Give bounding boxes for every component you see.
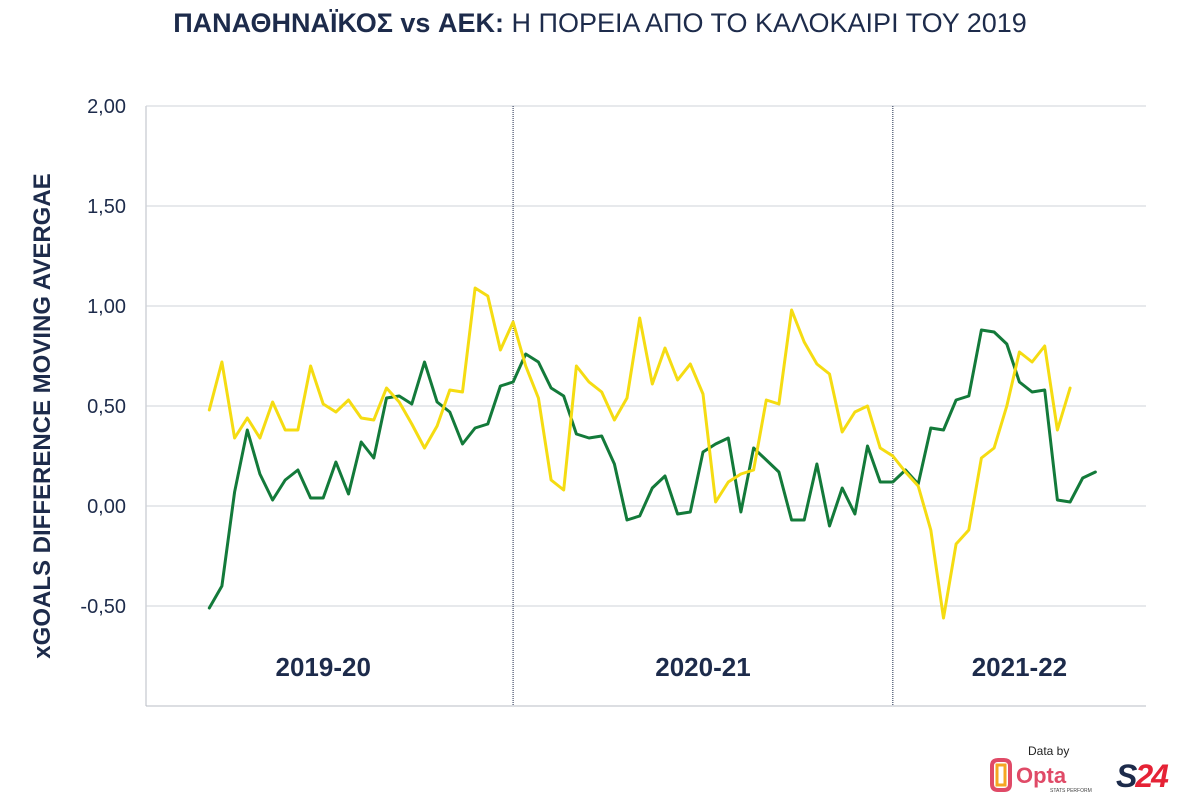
opta-wordmark: Opta xyxy=(1016,763,1067,788)
s24-logo: S24 xyxy=(1116,758,1169,795)
y-tick-label: -0,50 xyxy=(80,596,126,618)
season-label: 2019-20 xyxy=(276,652,371,682)
series-line-yellow xyxy=(207,286,1072,620)
chart-title-bold: ΠΑΝΑΘΗΝΑΪΚΟΣ vs ΑΕΚ: xyxy=(173,8,504,38)
s24-letter: S xyxy=(1116,758,1137,794)
y-tick-label: 2,00 xyxy=(87,96,126,118)
series-line-green xyxy=(207,328,1097,610)
y-tick-label: 1,50 xyxy=(87,196,126,218)
season-label: 2020-21 xyxy=(655,652,750,682)
line-chart: 2,00 1,50 1,00 0,50 0,00 -0,50 2019-20 2020-21 2… xyxy=(29,96,1146,707)
y-axis-title: xGOALS DIFFERENCE MOVING AVERGAE xyxy=(29,173,56,658)
chart-title: ΠΑΝΑΘΗΝΑΪΚΟΣ vs ΑΕΚ: Η ΠΟΡΕΙΑ ΑΠΟ ΤΟ ΚΑΛ… xyxy=(0,8,1200,39)
data-credit: Data by xyxy=(1028,744,1070,758)
chart-title-light: Η ΠΟΡΕΙΑ ΑΠΟ ΤΟ ΚΑΛΟΚΑΙΡΙ ΤΟΥ 2019 xyxy=(511,8,1027,38)
y-tick-label: 0,00 xyxy=(87,496,126,518)
season-label: 2021-22 xyxy=(972,652,1067,682)
y-tick-label: 1,00 xyxy=(87,296,126,318)
s24-number: 24 xyxy=(1135,758,1169,794)
y-tick-label: 0,50 xyxy=(87,396,126,418)
opta-logo: Opta STATS PERFORM xyxy=(990,758,1092,794)
opta-sub: STATS PERFORM xyxy=(1050,788,1092,794)
